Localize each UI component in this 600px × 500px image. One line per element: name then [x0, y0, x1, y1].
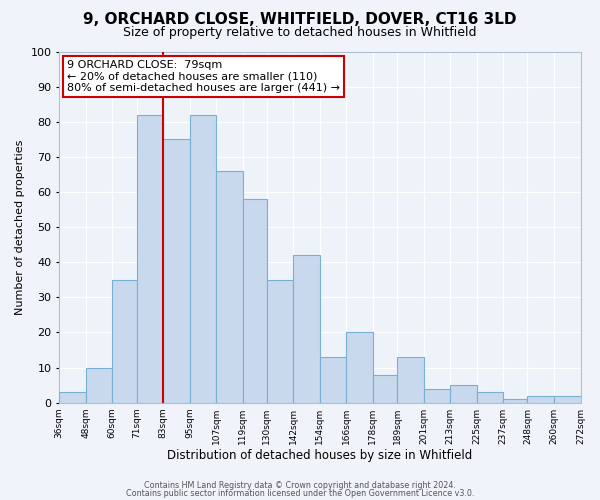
Bar — [476, 392, 503, 402]
Text: Contains public sector information licensed under the Open Government Licence v3: Contains public sector information licen… — [126, 489, 474, 498]
Bar — [397, 357, 424, 403]
Bar — [190, 114, 216, 403]
Text: 9, ORCHARD CLOSE, WHITFIELD, DOVER, CT16 3LD: 9, ORCHARD CLOSE, WHITFIELD, DOVER, CT16… — [83, 12, 517, 28]
Bar — [112, 280, 137, 402]
Bar — [424, 388, 450, 402]
Bar — [527, 396, 554, 402]
Text: Size of property relative to detached houses in Whitfield: Size of property relative to detached ho… — [123, 26, 477, 39]
Bar — [373, 374, 397, 402]
Bar — [267, 280, 293, 402]
Bar — [216, 171, 242, 402]
Y-axis label: Number of detached properties: Number of detached properties — [15, 140, 25, 315]
Bar — [242, 199, 267, 402]
Bar — [137, 114, 163, 403]
Bar — [86, 368, 112, 402]
Bar — [59, 392, 86, 402]
Bar — [293, 255, 320, 402]
Text: 9 ORCHARD CLOSE:  79sqm
← 20% of detached houses are smaller (110)
80% of semi-d: 9 ORCHARD CLOSE: 79sqm ← 20% of detached… — [67, 60, 340, 94]
Bar — [554, 396, 581, 402]
Bar — [163, 140, 190, 402]
Bar — [346, 332, 373, 402]
Bar — [320, 357, 346, 403]
X-axis label: Distribution of detached houses by size in Whitfield: Distribution of detached houses by size … — [167, 450, 472, 462]
Text: Contains HM Land Registry data © Crown copyright and database right 2024.: Contains HM Land Registry data © Crown c… — [144, 481, 456, 490]
Bar — [503, 399, 527, 402]
Bar — [450, 385, 476, 402]
